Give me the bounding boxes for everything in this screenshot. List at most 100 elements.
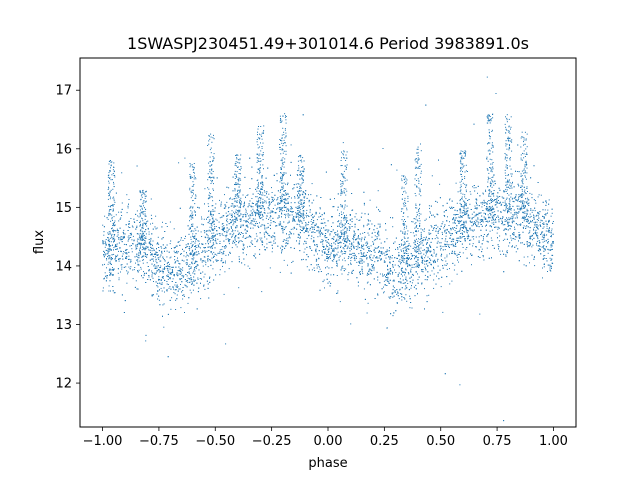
data-point (367, 302, 369, 304)
data-point (255, 196, 257, 198)
data-point (316, 230, 318, 232)
data-point (291, 214, 293, 216)
data-point (138, 237, 140, 239)
data-point (212, 242, 214, 244)
data-point (454, 219, 456, 221)
data-point (321, 218, 323, 220)
data-point (268, 218, 269, 220)
data-point (266, 227, 268, 229)
data-point (379, 282, 381, 284)
data-point (453, 269, 455, 271)
data-point (491, 229, 493, 231)
data-point (373, 242, 375, 244)
data-point (266, 247, 268, 249)
data-point (118, 279, 120, 281)
data-point (204, 247, 206, 249)
data-point (213, 220, 215, 222)
data-point (137, 261, 139, 263)
data-point (543, 233, 545, 235)
data-point (262, 215, 264, 217)
data-point (410, 270, 412, 272)
data-point (502, 224, 504, 226)
data-point (149, 243, 151, 245)
data-point (333, 257, 335, 259)
data-point (499, 250, 501, 252)
data-point (105, 249, 107, 251)
data-point (389, 257, 391, 258)
data-point (477, 218, 479, 220)
data-point (475, 236, 477, 238)
data-point (361, 237, 363, 239)
data-point (226, 186, 228, 188)
data-point (331, 226, 332, 227)
data-point (288, 221, 290, 223)
data-point (505, 228, 507, 230)
data-point (166, 289, 168, 291)
data-point (238, 287, 240, 289)
data-point (183, 260, 185, 262)
data-point (122, 253, 124, 255)
data-point (162, 271, 164, 273)
data-point (366, 282, 368, 284)
data-point (428, 232, 430, 234)
data-point (420, 252, 422, 254)
data-point (537, 196, 539, 198)
data-point (292, 218, 294, 220)
data-point (426, 295, 428, 297)
data-point (336, 263, 338, 265)
data-point (499, 217, 501, 219)
data-point (301, 215, 303, 217)
data-point (514, 212, 516, 214)
data-point (305, 223, 307, 225)
data-point (541, 239, 543, 240)
data-point (480, 246, 482, 248)
data-point (305, 230, 306, 232)
data-point (534, 265, 536, 267)
data-point (538, 245, 540, 247)
data-point (496, 216, 497, 218)
data-point (424, 257, 426, 259)
data-point (404, 274, 406, 276)
data-point (250, 241, 252, 243)
data-point (145, 282, 147, 283)
data-point (346, 240, 348, 242)
data-point (169, 263, 170, 265)
data-point (399, 289, 401, 291)
data-point (440, 286, 442, 288)
data-point (405, 276, 407, 278)
data-point (422, 250, 424, 251)
data-point (335, 232, 337, 234)
data-point (121, 268, 123, 270)
data-point (510, 237, 512, 239)
data-point (477, 223, 479, 225)
data-point (252, 193, 254, 195)
data-point (273, 221, 275, 222)
data-point (427, 256, 429, 258)
data-point (468, 217, 470, 219)
data-point (306, 266, 308, 268)
data-point (518, 201, 520, 202)
data-point (233, 211, 235, 213)
data-point (274, 222, 276, 223)
data-point (334, 254, 336, 256)
data-point (531, 221, 533, 223)
data-point (148, 239, 150, 240)
data-point (545, 246, 547, 248)
data-point (128, 251, 130, 253)
data-point (379, 225, 381, 227)
data-point (497, 196, 499, 198)
data-point (416, 257, 418, 259)
data-point (315, 223, 317, 225)
data-point (457, 257, 459, 258)
data-point (363, 224, 365, 226)
data-point (421, 242, 423, 244)
data-point (367, 265, 369, 267)
data-point (499, 235, 501, 237)
data-point (281, 228, 283, 230)
data-point (111, 228, 113, 230)
data-point (252, 214, 254, 216)
data-point (373, 229, 375, 231)
data-point (116, 245, 118, 247)
data-point (220, 205, 222, 207)
data-point (161, 226, 163, 228)
